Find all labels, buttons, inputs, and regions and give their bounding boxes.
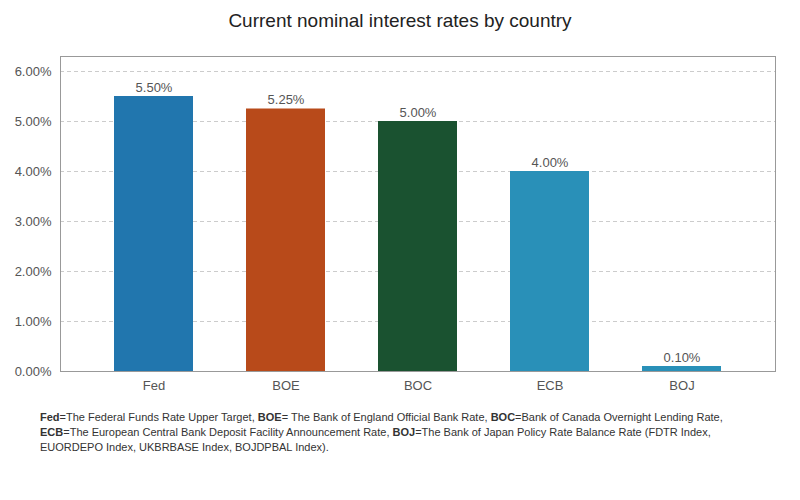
svg-text:4.00%: 4.00% (532, 155, 569, 170)
svg-text:6.00%: 6.00% (15, 64, 52, 79)
svg-text:BOE: BOE (272, 378, 300, 393)
svg-text:BOC: BOC (404, 378, 432, 393)
svg-text:ECB: ECB (537, 378, 564, 393)
svg-text:1.00%: 1.00% (15, 314, 52, 329)
svg-text:5.00%: 5.00% (15, 114, 52, 129)
html-text:Current nominal interest rates: Current nominal interest rates by countr… (228, 10, 572, 31)
html-text:Fed =The Federal Funds Rate Up: Fed =The Federal Funds Rate Upper Target… (40, 411, 723, 423)
svg-text:5.00%: 5.00% (400, 105, 437, 120)
svg-text:5.25%: 5.25% (268, 92, 305, 107)
svg-text:4.00%: 4.00% (15, 164, 52, 179)
svg-text:BOJ: BOJ (669, 378, 694, 393)
svg-text:3.00%: 3.00% (15, 214, 52, 229)
svg-text:0.10%: 0.10% (664, 350, 701, 365)
svg-text:Fed: Fed (143, 378, 165, 393)
svg-text:0.00%: 0.00% (15, 364, 52, 379)
svg-text:2.00%: 2.00% (15, 264, 52, 279)
html-text:EUORDEPO Index, UKBRBASE Index: EUORDEPO Index, UKBRBASE Index, BOJDPBAL… (40, 441, 329, 453)
html-text:ECB =The European Central Bank: ECB =The European Central Bank Deposit F… (40, 426, 711, 438)
svg-text:5.50%: 5.50% (136, 80, 173, 95)
